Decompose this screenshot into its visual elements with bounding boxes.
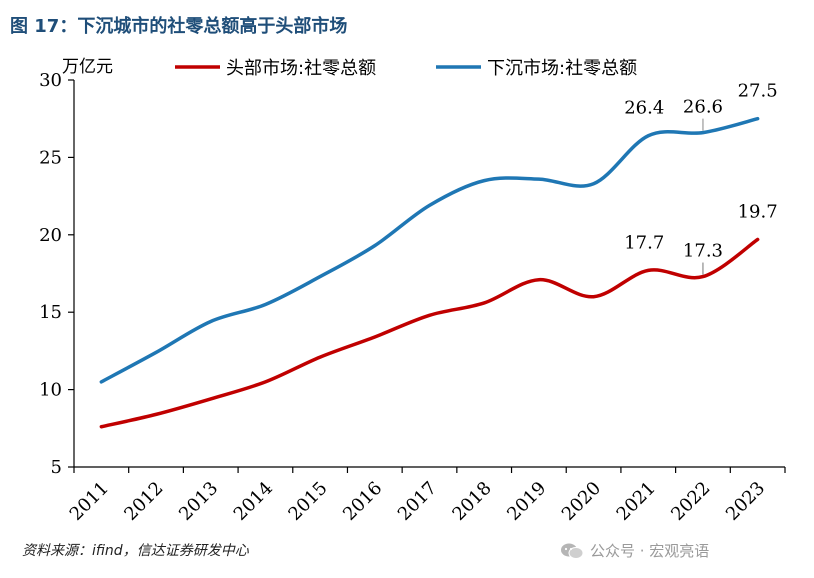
data-point [155, 413, 158, 416]
data-point [647, 134, 650, 137]
wechat-icon [560, 542, 584, 560]
x-tick-label: 2011 [66, 478, 113, 525]
data-point [756, 238, 759, 241]
data-point [209, 320, 212, 323]
data-point [537, 178, 540, 181]
y-tick-label: 20 [39, 225, 62, 246]
data-label: 17.7 [624, 232, 664, 253]
data-point [701, 275, 704, 278]
x-tick-label: 2019 [503, 478, 550, 525]
x-tick-label: 2017 [394, 478, 441, 525]
y-tick-label: 10 [39, 380, 62, 401]
y-tick-label: 30 [39, 70, 62, 91]
x-tick-label: 2021 [613, 478, 660, 525]
watermark: 公众号 · 宏观亮语 [560, 540, 709, 561]
data-point [756, 117, 759, 120]
unit-label: 万亿元 [62, 57, 113, 77]
x-tick-label: 2022 [667, 478, 714, 525]
y-tick-label: 5 [51, 457, 62, 478]
y-tick-label: 25 [39, 147, 62, 168]
chart-title: 图 17：下沉城市的社零总额高于头部市场 [10, 16, 348, 37]
legend: 头部市场:社零总额 下沉市场:社零总额 [175, 58, 637, 79]
data-point [100, 380, 103, 383]
x-tick-label: 2013 [175, 478, 222, 525]
series-layer [99, 116, 760, 429]
y-tick-label: 15 [39, 302, 62, 323]
data-point [373, 244, 376, 247]
data-point [155, 351, 158, 354]
x-tick-label: 2018 [448, 478, 495, 525]
data-point [483, 301, 486, 304]
data-label: 26.4 [624, 98, 664, 119]
data-point [319, 356, 322, 359]
series-line-lower-tier-market [99, 116, 760, 384]
x-tick-label: 2023 [722, 478, 769, 525]
data-point [701, 131, 704, 134]
data-point [373, 335, 376, 338]
data-point [428, 204, 431, 207]
x-tick-label: 2020 [558, 478, 605, 525]
data-point [264, 303, 267, 306]
x-tick-label: 2016 [339, 478, 386, 525]
x-tick-label: 2015 [284, 478, 331, 525]
data-point [319, 275, 322, 278]
data-point [264, 380, 267, 383]
series-line-head-market [99, 237, 760, 429]
data-labels: 17.7 17.3 19.7 26.4 26.6 27.5 [624, 81, 778, 275]
source-note: 资料来源：ifind，信达证券研发中心 [22, 543, 249, 559]
data-point [428, 314, 431, 317]
legend-label: 下沉市场:社零总额 [487, 58, 637, 79]
data-point [100, 425, 103, 428]
x-tick-label: 2014 [230, 478, 277, 525]
data-point [483, 179, 486, 182]
data-point [647, 269, 650, 272]
data-point [592, 295, 595, 298]
legend-label: 头部市场:社零总额 [226, 58, 376, 79]
data-point [592, 182, 595, 185]
data-label: 27.5 [738, 81, 778, 102]
data-point [537, 278, 540, 281]
watermark-text: 公众号 · 宏观亮语 [590, 542, 710, 560]
data-point [209, 397, 212, 400]
data-label: 17.3 [683, 241, 723, 262]
data-label: 26.6 [683, 97, 723, 118]
data-label: 19.7 [738, 201, 778, 222]
x-tick-label: 2012 [120, 478, 167, 525]
